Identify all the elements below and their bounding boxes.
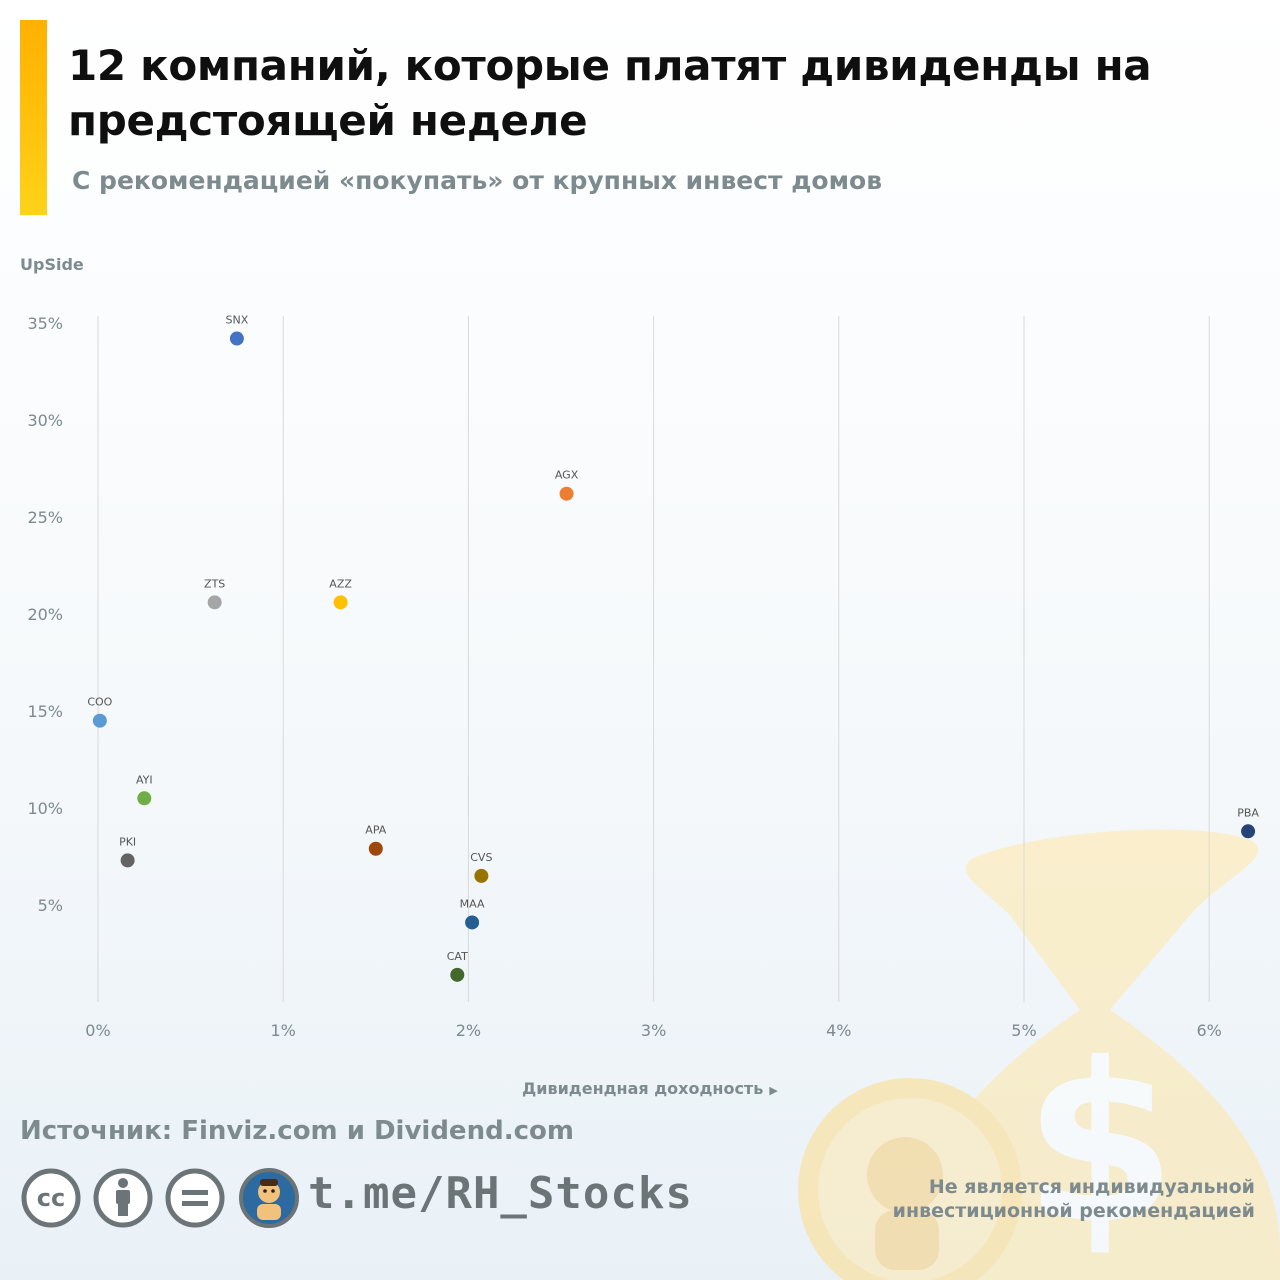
x-axis-ticks: 0% 1% 2% 3% 4% 5% 6% (85, 1021, 1222, 1040)
source-note: Источник: Finviz.com и Dividend.com (20, 1116, 574, 1146)
data-point (120, 853, 135, 868)
data-label: PKI (119, 835, 136, 848)
data-point (229, 331, 244, 346)
data-label: COO (87, 696, 112, 709)
data-label: AGX (555, 469, 579, 482)
y-tick-label: 30% (27, 411, 63, 430)
data-label: APA (365, 824, 386, 837)
x-tick-label: 2% (456, 1021, 481, 1040)
data-point (137, 791, 152, 806)
data-point (92, 713, 107, 728)
x-tick-label: 3% (641, 1021, 666, 1040)
data-point (474, 868, 489, 883)
y-tick-label: 5% (38, 896, 63, 915)
svg-text:cc: cc (37, 1184, 65, 1212)
page-title: 12 компаний, которые платят дивиденды на… (68, 41, 1152, 145)
creative-commons-icon: cc (21, 1168, 81, 1228)
y-axis-ticks: 5% 10% 15% 20% 25% 30% 35% (27, 314, 63, 915)
data-label: SNX (226, 314, 249, 327)
y-tick-label: 20% (27, 605, 63, 624)
x-tick-label: 5% (1011, 1021, 1036, 1040)
x-axis-label-text: Дивидендная доходность (522, 1079, 764, 1098)
y-tick-label: 25% (27, 508, 63, 527)
data-label: ZTS (204, 577, 225, 590)
money-bag-icon: $ (798, 829, 1280, 1280)
data-points: SNX AGX ZTS AZZ COO AYI PKI APA CVS MAA CAT PBA (87, 314, 1259, 982)
x-tick-label: 4% (826, 1021, 851, 1040)
grid-lines (97, 316, 1210, 1002)
data-point (1241, 824, 1256, 839)
data-label: CAT (447, 950, 468, 963)
arrow-right-icon: ▶ (769, 1084, 778, 1097)
y-tick-label: 35% (27, 314, 63, 333)
data-point (207, 595, 222, 610)
x-tick-label: 1% (271, 1021, 296, 1040)
data-point (465, 915, 480, 930)
data-point (333, 595, 348, 610)
no-derivatives-icon (165, 1168, 225, 1228)
data-label: AYI (136, 773, 153, 786)
disclaimer: Не является индивидуальной инвестиционно… (892, 1176, 1255, 1222)
accent-bar (20, 20, 47, 215)
data-point (559, 486, 574, 501)
data-label: AZZ (329, 577, 352, 590)
data-point (368, 841, 383, 856)
y-tick-label: 10% (27, 799, 63, 818)
svg-text:$: $ (1023, 1016, 1176, 1272)
y-axis-label: UpSide (20, 255, 84, 274)
page-subtitle: С рекомендацией «покупать» от крупных ин… (72, 166, 883, 195)
y-tick-label: 15% (27, 702, 63, 721)
attribution-icon (93, 1168, 153, 1228)
data-point (450, 967, 465, 982)
x-tick-label: 0% (85, 1021, 110, 1040)
data-label: CVS (470, 851, 492, 864)
data-label: MAA (460, 897, 485, 910)
channel-avatar-icon[interactable] (238, 1167, 300, 1229)
channel-link[interactable]: t.me/RH_Stocks (308, 1168, 693, 1219)
data-label: PBA (1237, 806, 1259, 819)
x-tick-label: 6% (1197, 1021, 1222, 1040)
x-axis-label: Дивидендная доходность ▶ (522, 1079, 778, 1098)
